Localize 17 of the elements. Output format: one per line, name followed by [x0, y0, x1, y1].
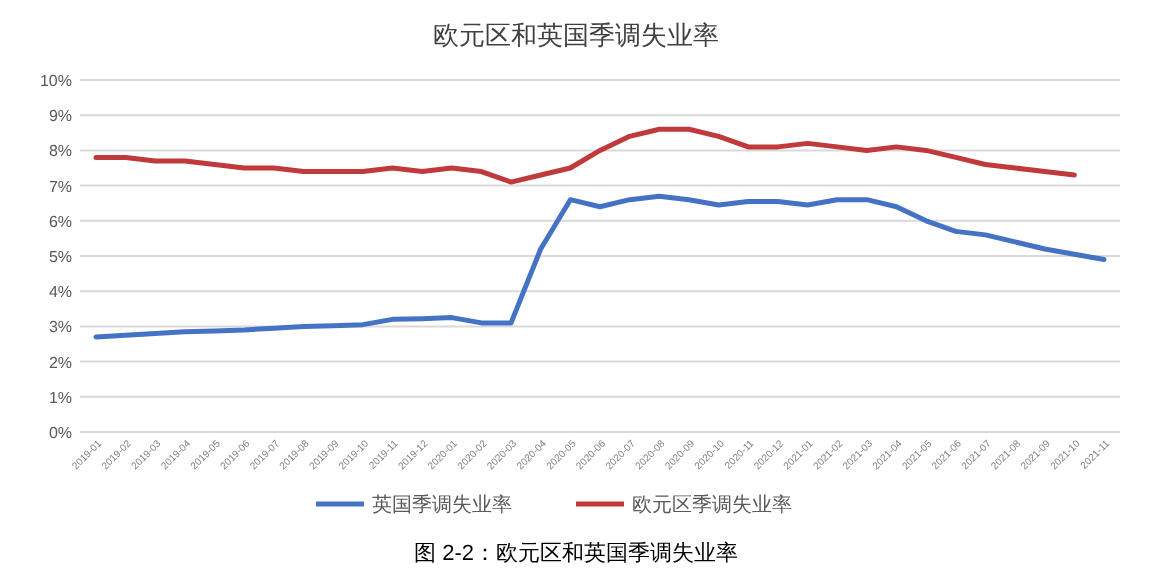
line-series: [93, 193, 1107, 340]
line-series: [93, 126, 1077, 185]
chart-title: 欧元区和英国季调失业率: [433, 20, 719, 50]
y-tick-label: 5%: [48, 248, 72, 266]
caption: 图 2-2：欧元区和英国季调失业率: [414, 540, 738, 566]
y-tick-label: 8%: [48, 142, 72, 161]
y-tick-label: 3%: [48, 318, 72, 337]
y-tick-label: 9%: [48, 107, 72, 126]
y-tick-label: 2%: [48, 353, 72, 372]
y-tick-label: 0%: [48, 424, 72, 442]
legend-label: 英国季调失业率: [372, 493, 512, 517]
y-tick-label: 7%: [48, 177, 72, 196]
y-tick-label: 6%: [48, 212, 72, 231]
y-tick-label: 1%: [48, 388, 72, 407]
legend-label: 欧元区季调失业率: [632, 493, 792, 517]
y-tick-label: 4%: [48, 283, 72, 302]
y-tick-label: 10%: [39, 72, 72, 90]
